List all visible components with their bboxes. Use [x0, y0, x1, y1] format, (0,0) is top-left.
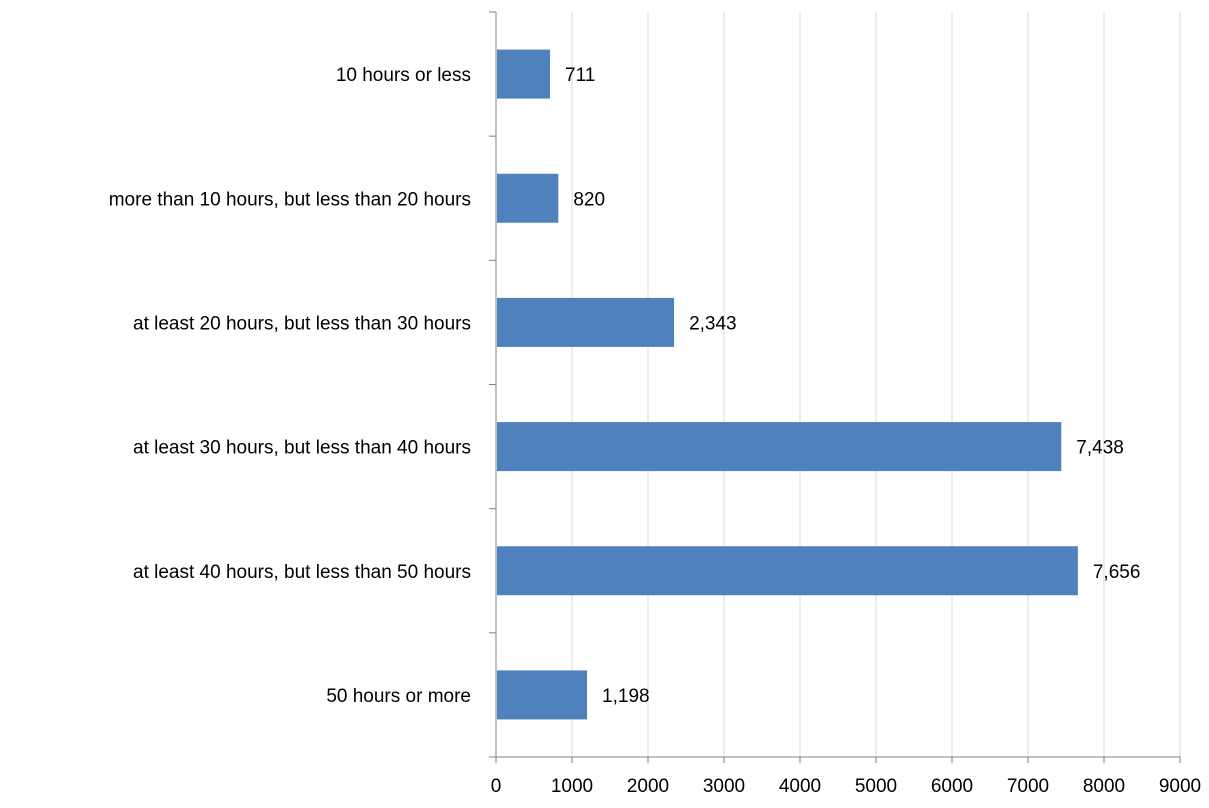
axes	[489, 11, 1181, 763]
x-tick-label: 0	[491, 776, 502, 797]
x-tick-label: 5000	[855, 776, 897, 797]
bar	[497, 173, 559, 223]
category-label: at least 20 hours, but less than 30 hour…	[133, 313, 471, 334]
bar	[497, 49, 551, 99]
x-tick-label: 8000	[1083, 776, 1125, 797]
category-label: at least 40 hours, but less than 50 hour…	[133, 562, 471, 583]
bar	[497, 297, 675, 347]
gridlines	[571, 12, 1181, 757]
category-label: 10 hours or less	[336, 65, 471, 86]
x-tick-label: 7000	[1007, 776, 1049, 797]
category-label: more than 10 hours, but less than 20 hou…	[109, 189, 471, 210]
x-tick-label: 9000	[1159, 776, 1201, 797]
bar	[497, 546, 1078, 596]
x-tick-label: 3000	[703, 776, 745, 797]
x-tick-label: 2000	[627, 776, 669, 797]
bar	[497, 422, 1062, 472]
category-label: 50 hours or more	[326, 686, 471, 707]
x-tick-label: 1000	[551, 776, 593, 797]
labels: 0 1000 2000 3000 4000 5000 6000 7000 8000 9000 10 …	[109, 65, 1201, 797]
bars	[497, 49, 1078, 720]
data-label: 2,343	[689, 313, 737, 334]
x-tick-label: 6000	[931, 776, 973, 797]
data-label: 1,198	[602, 686, 650, 707]
x-tick-label: 4000	[779, 776, 821, 797]
data-label: 820	[573, 189, 605, 210]
data-label: 711	[565, 65, 595, 86]
data-label: 7,656	[1093, 562, 1141, 583]
data-label: 7,438	[1076, 438, 1124, 459]
category-label: at least 30 hours, but less than 40 hour…	[133, 438, 471, 459]
bar	[497, 670, 588, 720]
